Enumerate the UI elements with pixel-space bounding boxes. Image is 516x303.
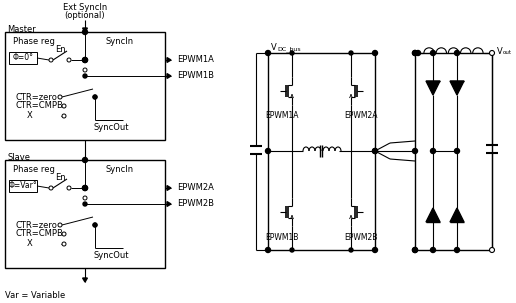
Circle shape bbox=[67, 58, 71, 62]
Bar bbox=[5, 32, 165, 140]
Circle shape bbox=[49, 186, 53, 190]
Circle shape bbox=[93, 95, 97, 99]
Text: SyncIn: SyncIn bbox=[105, 165, 133, 174]
Polygon shape bbox=[426, 81, 440, 95]
Text: Φ=Var°: Φ=Var° bbox=[9, 181, 37, 191]
Polygon shape bbox=[167, 74, 171, 78]
Circle shape bbox=[430, 248, 436, 252]
Text: DC_bus: DC_bus bbox=[277, 46, 301, 52]
Text: CTR=zero: CTR=zero bbox=[15, 92, 57, 102]
Text: SyncIn: SyncIn bbox=[105, 36, 133, 45]
Circle shape bbox=[93, 223, 97, 227]
Polygon shape bbox=[450, 208, 464, 222]
Text: EPWM2A: EPWM2A bbox=[177, 184, 214, 192]
Circle shape bbox=[266, 248, 270, 252]
Circle shape bbox=[290, 248, 294, 252]
Circle shape bbox=[349, 51, 353, 55]
Circle shape bbox=[455, 148, 460, 154]
Text: V: V bbox=[497, 48, 503, 56]
Text: Phase reg: Phase reg bbox=[13, 36, 55, 45]
Text: CTR=zero: CTR=zero bbox=[15, 221, 57, 229]
Text: X: X bbox=[27, 112, 33, 121]
Text: V: V bbox=[271, 44, 277, 52]
Text: Master: Master bbox=[7, 25, 36, 34]
Circle shape bbox=[290, 51, 294, 55]
Circle shape bbox=[349, 248, 353, 252]
Polygon shape bbox=[83, 28, 87, 32]
Circle shape bbox=[490, 248, 494, 252]
Circle shape bbox=[83, 185, 88, 191]
Circle shape bbox=[373, 148, 378, 154]
Circle shape bbox=[412, 51, 417, 55]
Circle shape bbox=[62, 104, 66, 108]
Circle shape bbox=[455, 248, 460, 252]
Text: Phase reg: Phase reg bbox=[13, 165, 55, 174]
Circle shape bbox=[62, 232, 66, 236]
Text: CTR=CMPB: CTR=CMPB bbox=[15, 102, 63, 111]
Text: Slave: Slave bbox=[7, 152, 30, 161]
Text: En: En bbox=[55, 172, 66, 181]
Text: EPWM2B: EPWM2B bbox=[177, 199, 214, 208]
Circle shape bbox=[266, 51, 270, 55]
Circle shape bbox=[412, 51, 417, 55]
Circle shape bbox=[83, 158, 88, 162]
Circle shape bbox=[62, 242, 66, 246]
Circle shape bbox=[83, 202, 87, 206]
Text: EPWM1A: EPWM1A bbox=[177, 55, 214, 65]
Text: EPWM1B: EPWM1B bbox=[265, 232, 299, 241]
Circle shape bbox=[412, 248, 417, 252]
Circle shape bbox=[83, 74, 87, 78]
Circle shape bbox=[415, 51, 421, 55]
Text: SyncOut: SyncOut bbox=[93, 251, 128, 261]
Polygon shape bbox=[83, 278, 87, 282]
Text: Var = Variable: Var = Variable bbox=[5, 291, 65, 301]
Polygon shape bbox=[167, 58, 171, 62]
Circle shape bbox=[83, 196, 87, 200]
Bar bbox=[5, 160, 165, 268]
Circle shape bbox=[49, 58, 53, 62]
Polygon shape bbox=[167, 201, 171, 206]
Circle shape bbox=[430, 148, 436, 154]
Text: Φ=0°: Φ=0° bbox=[12, 54, 34, 62]
Circle shape bbox=[93, 223, 97, 227]
Circle shape bbox=[83, 185, 88, 191]
Circle shape bbox=[83, 68, 87, 72]
Circle shape bbox=[62, 114, 66, 118]
Text: Ext SyncIn: Ext SyncIn bbox=[63, 2, 107, 12]
Text: SyncOut: SyncOut bbox=[93, 124, 128, 132]
Text: EPWM2B: EPWM2B bbox=[344, 232, 378, 241]
Text: En: En bbox=[55, 45, 66, 54]
Text: X: X bbox=[27, 239, 33, 248]
Circle shape bbox=[373, 248, 378, 252]
Circle shape bbox=[490, 51, 494, 55]
Circle shape bbox=[58, 95, 62, 99]
Bar bbox=[9, 52, 37, 64]
Polygon shape bbox=[167, 186, 171, 190]
Text: out: out bbox=[503, 49, 512, 55]
Text: (optional): (optional) bbox=[64, 11, 105, 19]
Circle shape bbox=[93, 95, 97, 99]
Circle shape bbox=[373, 148, 378, 154]
Text: CTR=CMPB: CTR=CMPB bbox=[15, 229, 63, 238]
Polygon shape bbox=[450, 81, 464, 95]
Circle shape bbox=[67, 186, 71, 190]
Circle shape bbox=[58, 223, 62, 227]
Circle shape bbox=[455, 51, 460, 55]
Polygon shape bbox=[426, 208, 440, 222]
Text: EPWM1A: EPWM1A bbox=[265, 112, 299, 121]
Circle shape bbox=[83, 58, 88, 62]
Circle shape bbox=[412, 248, 417, 252]
Bar bbox=[9, 180, 37, 192]
Circle shape bbox=[412, 148, 417, 154]
Circle shape bbox=[373, 51, 378, 55]
Circle shape bbox=[266, 148, 270, 154]
Text: EPWM2A: EPWM2A bbox=[344, 112, 378, 121]
Circle shape bbox=[430, 51, 436, 55]
Circle shape bbox=[83, 58, 88, 62]
Circle shape bbox=[83, 29, 88, 35]
Text: EPWM1B: EPWM1B bbox=[177, 72, 214, 81]
